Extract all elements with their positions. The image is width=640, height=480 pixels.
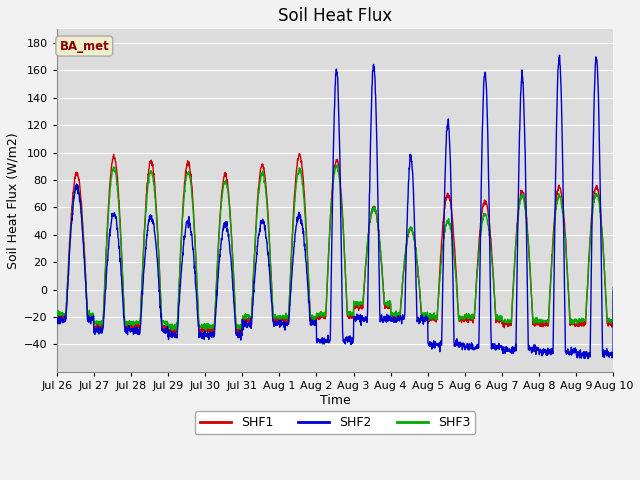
SHF1: [576, 321, 584, 326]
SHF2: [584, 356, 592, 361]
SHF1: [609, 288, 617, 294]
SHF2: [364, 315, 371, 321]
X-axis label: Time: Time: [319, 394, 350, 407]
Line: SHF3: SHF3: [56, 165, 613, 330]
SHF2: [556, 52, 563, 58]
Text: BA_met: BA_met: [60, 39, 109, 52]
SHF1: [295, 151, 303, 157]
SHF3: [609, 287, 617, 293]
SHF2: [497, 345, 504, 350]
SHF2: [351, 316, 359, 322]
SHF1: [171, 332, 179, 337]
SHF2: [576, 351, 584, 357]
SHF3: [497, 314, 505, 320]
SHF1: [52, 312, 60, 318]
SHF1: [497, 316, 505, 322]
SHF3: [208, 325, 216, 331]
Title: Soil Heat Flux: Soil Heat Flux: [278, 7, 392, 25]
SHF3: [333, 162, 341, 168]
SHF2: [609, 285, 617, 290]
Y-axis label: Soil Heat Flux (W/m2): Soil Heat Flux (W/m2): [7, 132, 20, 269]
SHF2: [561, 273, 568, 278]
SHF2: [52, 315, 60, 321]
SHF2: [208, 332, 216, 338]
SHF3: [364, 239, 371, 244]
SHF3: [561, 230, 568, 236]
Line: SHF1: SHF1: [56, 154, 613, 335]
SHF1: [561, 222, 568, 228]
SHF3: [202, 327, 210, 333]
SHF1: [364, 240, 371, 246]
Line: SHF2: SHF2: [56, 55, 613, 359]
Legend: SHF1, SHF2, SHF3: SHF1, SHF2, SHF3: [195, 411, 476, 434]
SHF1: [351, 306, 359, 312]
SHF3: [351, 302, 359, 308]
SHF1: [208, 330, 216, 336]
SHF3: [52, 312, 60, 318]
SHF3: [576, 318, 584, 324]
